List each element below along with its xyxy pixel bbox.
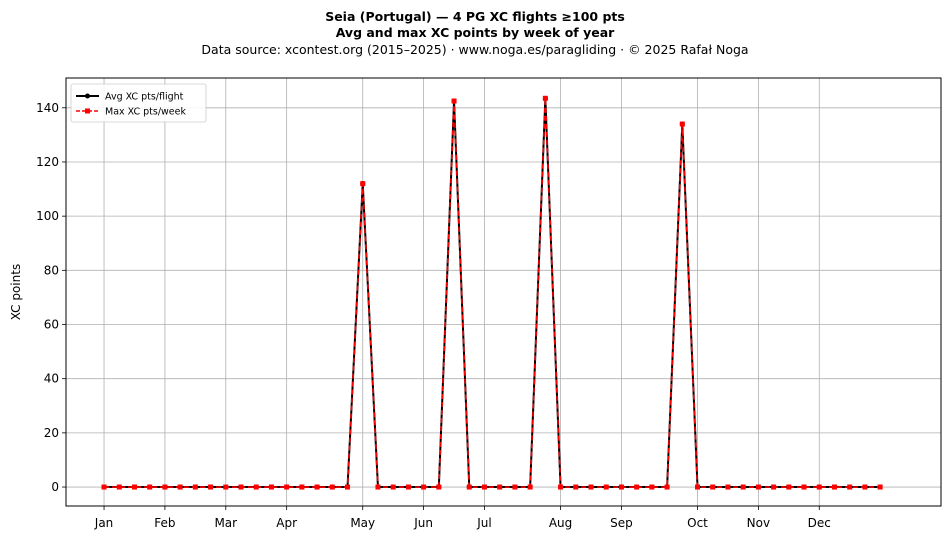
legend-marker-0 [85,93,90,99]
max-point [192,484,198,490]
max-point [299,484,305,490]
grid-lines [66,78,941,506]
max-point [573,484,579,490]
y-tick-label: 20 [44,426,59,440]
max-point [147,484,153,490]
max-point [497,484,503,490]
chart-title: Seia (Portugal) — 4 PG XC flights ≥100 p… [325,9,625,24]
legend: Avg XC pts/flight Max XC pts/week [70,83,207,123]
x-tick-label: Mar [214,516,237,530]
legend-label-0: Avg XC pts/flight [105,92,184,103]
max-point [831,484,837,490]
max-point [847,484,853,490]
max-point [588,484,594,490]
max-point [695,484,701,490]
y-tick-label: 100 [36,209,59,223]
max-point [223,484,229,490]
x-tick-label: Feb [154,516,175,530]
max-point [284,484,290,490]
max-point [862,484,868,490]
max-point [542,95,548,101]
series-line-1 [104,97,881,488]
y-tick-label: 120 [36,155,59,169]
max-point [253,484,259,490]
max-point [877,484,883,490]
max-point [634,484,640,490]
x-tick-label: Jun [413,516,433,530]
max-point [101,484,107,490]
x-tick-label: Apr [276,516,297,530]
y-tick-label: 140 [36,101,59,115]
max-point [801,484,807,490]
y-tick-label: 0 [51,480,59,494]
max-point [527,484,533,490]
max-point [740,484,746,490]
y-tick-label: 80 [44,263,59,277]
legend-marker-1 [85,108,90,114]
max-point [405,484,411,490]
max-point [360,181,366,187]
x-axis: Jan Feb Mar Apr May Jun Jul Aug Sep Oct Nov Dec [94,506,831,530]
x-tick-label: Aug [549,516,572,530]
chart-titles: Seia (Portugal) — 4 PG XC flights ≥100 p… [0,9,950,59]
max-point [558,484,564,490]
max-point [238,484,244,490]
max-point [131,484,137,490]
max-point [390,484,396,490]
max-point [618,484,624,490]
max-point [725,484,731,490]
max-point [268,484,274,490]
x-tick-label: Nov [747,516,770,530]
max-point [816,484,822,490]
x-tick-label: Oct [687,516,708,530]
max-point [208,484,214,490]
series-layer [101,95,883,490]
max-point [451,98,457,104]
data-source-note: Data source: xcontest.org (2015–2025) · … [201,42,749,57]
plot-frame [65,77,942,507]
max-point [786,484,792,490]
max-point [329,484,335,490]
series-line-0 [104,97,881,489]
max-point [116,484,122,490]
x-tick-label: May [350,516,375,530]
y-tick-label: 40 [44,372,59,386]
max-point [421,484,427,490]
max-point [710,484,716,490]
max-point [466,484,472,490]
x-tick-label: Sep [610,516,633,530]
max-point [481,484,487,490]
max-point [314,484,320,490]
x-tick-label: Jan [94,516,114,530]
x-tick-label: Dec [808,516,831,530]
max-point [162,484,168,490]
max-point [603,484,609,490]
max-point [649,484,655,490]
max-point [177,484,183,490]
max-point [375,484,381,490]
max-point [512,484,518,490]
max-point [664,484,670,490]
max-point [345,484,351,490]
y-tick-label: 60 [44,318,59,332]
legend-box [70,83,207,123]
chart-subtitle: Avg and max XC points by week of year [335,25,615,40]
max-point [436,484,442,490]
legend-label-1: Max XC pts/week [105,107,186,118]
y-axis-label: XC points [9,264,23,320]
x-tick-label: Jul [476,516,491,530]
max-point [771,484,777,490]
max-point [755,484,761,490]
max-point [679,121,685,127]
y-axis: 0 20 40 60 80 100 120 140 [36,101,66,494]
